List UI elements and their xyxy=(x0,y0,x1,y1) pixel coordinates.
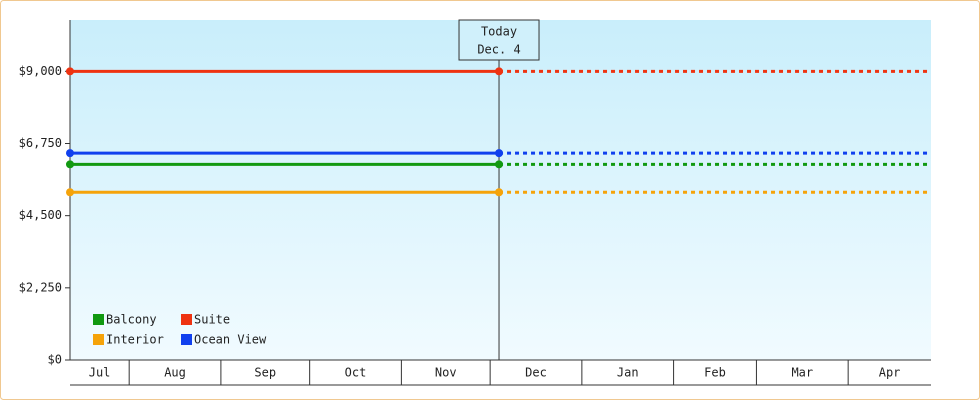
series-point xyxy=(66,188,74,197)
x-tick-label: Sep xyxy=(254,366,276,380)
series-point xyxy=(495,160,504,169)
x-tick-label: Dec xyxy=(525,366,547,380)
series-point xyxy=(66,149,74,158)
series-point xyxy=(66,160,74,169)
legend-label: Interior xyxy=(106,333,164,347)
legend-label: Suite xyxy=(194,313,230,327)
today-label: Dec. 4 xyxy=(477,43,520,57)
legend-swatch xyxy=(93,314,104,325)
series-point xyxy=(495,188,504,197)
legend-swatch xyxy=(181,334,192,345)
today-box xyxy=(458,19,540,61)
legend-label: Balcony xyxy=(106,313,157,327)
x-tick-label: Aug xyxy=(164,366,186,380)
x-tick-label: Jan xyxy=(617,366,639,380)
x-tick-label: Apr xyxy=(879,366,901,380)
legend-label: Ocean View xyxy=(194,333,267,347)
series-point xyxy=(66,67,74,76)
legend-swatch xyxy=(181,314,192,325)
x-tick-label: Oct xyxy=(345,366,367,380)
y-tick-label: $2,250 xyxy=(19,280,62,294)
series-point xyxy=(495,149,504,158)
today-label: Today xyxy=(481,25,517,39)
y-tick-label: $9,000 xyxy=(19,64,62,78)
x-tick-label: Mar xyxy=(791,366,813,380)
x-tick-label: Nov xyxy=(435,366,457,380)
y-tick-label: $4,500 xyxy=(19,208,62,222)
series-point xyxy=(495,67,504,76)
y-tick-label: $0 xyxy=(48,353,62,367)
x-tick-label: Feb xyxy=(704,366,726,380)
x-tick-label: Jul xyxy=(89,366,111,380)
legend-swatch xyxy=(93,334,104,345)
y-tick-label: $6,750 xyxy=(19,136,62,150)
